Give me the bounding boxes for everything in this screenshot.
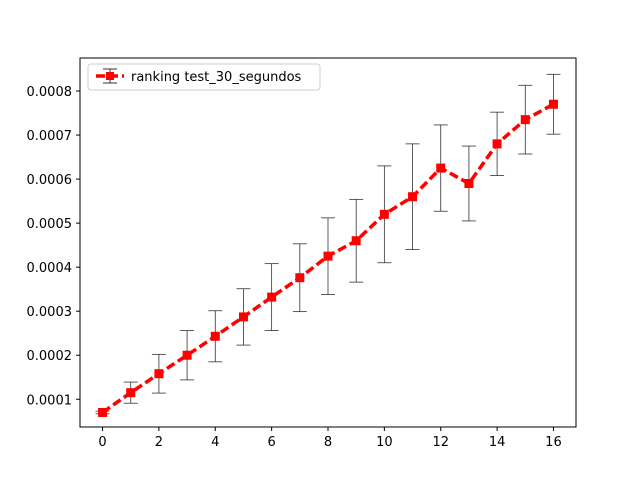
x-tick-label: 8	[324, 435, 332, 450]
x-tick-label: 16	[545, 435, 562, 450]
y-tick-label: 0.0002	[27, 349, 73, 364]
data-point	[267, 292, 277, 302]
x-tick-label: 4	[211, 435, 219, 450]
data-point	[154, 369, 164, 379]
data-point	[548, 99, 558, 109]
x-tick-label: 10	[376, 435, 393, 450]
data-point	[98, 407, 108, 417]
data-point	[323, 251, 333, 261]
y-tick-label: 0.0008	[27, 85, 73, 100]
y-tick-label: 0.0004	[27, 261, 73, 276]
data-point	[520, 115, 530, 125]
data-point	[379, 209, 389, 219]
x-tick-label: 2	[155, 435, 163, 450]
y-tick-label: 0.0001	[27, 393, 73, 408]
axis-ticks: 0 2 4 6 8 10 12 14 16 0.0001 0.0002 0.0003 0.0004 0.0…	[27, 85, 562, 450]
x-tick-label: 6	[267, 435, 275, 450]
x-tick-label: 12	[432, 435, 449, 450]
data-points	[98, 99, 558, 417]
data-point	[351, 236, 361, 246]
legend-marker-sample	[106, 72, 114, 80]
data-point	[492, 139, 502, 149]
data-point	[126, 388, 136, 398]
data-point	[238, 312, 248, 322]
data-point	[182, 350, 192, 360]
x-tick-label: 14	[489, 435, 506, 450]
y-tick-label: 0.0005	[27, 217, 73, 232]
y-tick-label: 0.0003	[27, 305, 73, 320]
y-tick-label: 0.0007	[27, 129, 73, 144]
data-point	[295, 273, 305, 283]
legend-label: ranking test_30_segundos	[131, 70, 302, 85]
y-tick-label: 0.0006	[27, 173, 73, 188]
legend: ranking test_30_segundos	[87, 63, 321, 91]
x-tick-label: 0	[98, 435, 106, 450]
error-bars	[95, 73, 561, 415]
data-point	[436, 163, 446, 173]
data-point	[408, 192, 418, 202]
data-point	[210, 331, 220, 341]
data-point	[464, 178, 474, 188]
legend-frame	[87, 63, 321, 91]
